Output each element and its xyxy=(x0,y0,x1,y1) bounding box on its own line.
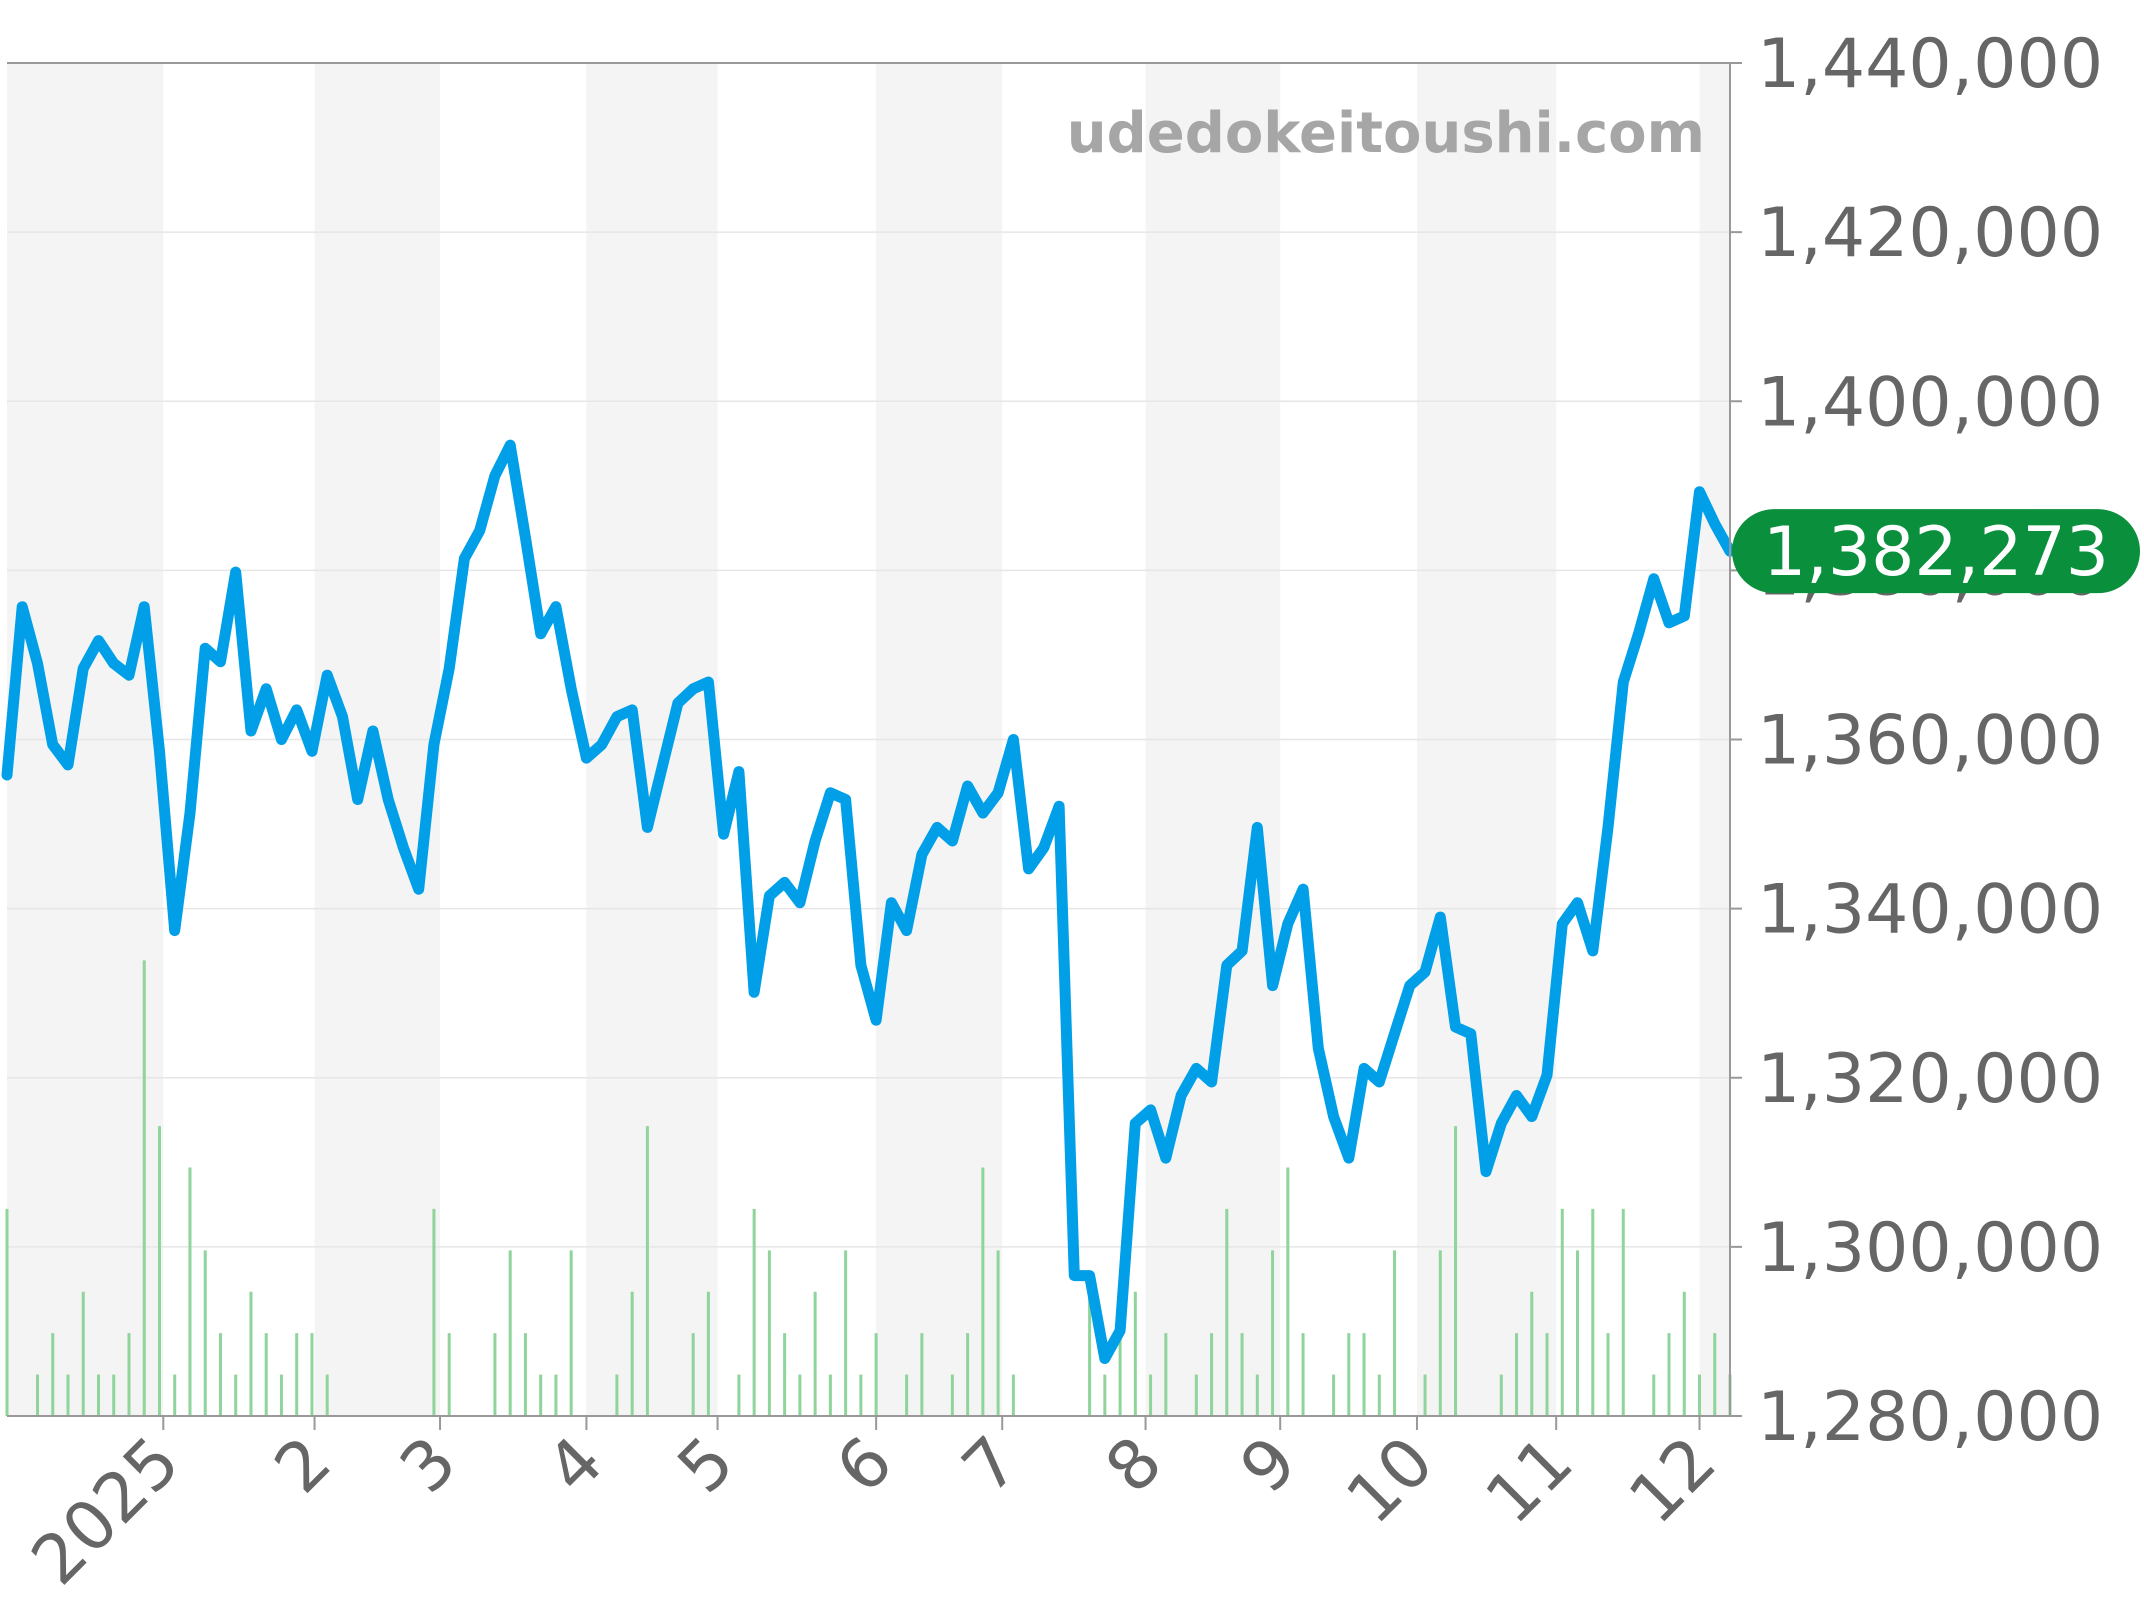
y-tick-label: 1,440,000 xyxy=(1757,25,2103,104)
x-tick-label: 10 xyxy=(1332,1422,1449,1539)
volume-bars xyxy=(5,960,1732,1416)
axes: 1,280,000 1,300,000 1,320,000 1,340,000 1,36… xyxy=(7,25,2140,1600)
y-tick-label: 1,360,000 xyxy=(1757,702,2103,781)
y-tick-label: 1,280,000 xyxy=(1757,1378,2103,1457)
y-tick-label: 1,300,000 xyxy=(1757,1209,2103,1288)
last-value-badge xyxy=(1732,509,2140,594)
x-tick-label: 9 xyxy=(1226,1422,1312,1508)
price-line xyxy=(1,439,1736,1364)
x-tick-label: 5 xyxy=(663,1422,749,1508)
x-tick-label: 4 xyxy=(532,1422,618,1508)
x-tick-label: 6 xyxy=(822,1422,908,1508)
x-tick-label: 7 xyxy=(948,1422,1034,1508)
x-tick-label: 2025 xyxy=(17,1422,195,1600)
x-tick-label: 11 xyxy=(1471,1422,1588,1539)
x-tick-label: 3 xyxy=(386,1422,472,1508)
x-tick-label: 2 xyxy=(260,1422,346,1508)
x-tick-label: 12 xyxy=(1614,1422,1731,1539)
last-value-label: 1,382,273 xyxy=(1763,513,2109,592)
y-tick-label: 1,340,000 xyxy=(1757,871,2103,950)
x-tick-label: 8 xyxy=(1091,1422,1177,1508)
watermark: udedokeitoushi.com xyxy=(1067,101,1705,166)
y-tick-label: 1,400,000 xyxy=(1757,363,2103,442)
y-tick-label: 1,320,000 xyxy=(1757,1040,2103,1119)
price-line xyxy=(1,439,1736,1364)
y-tick-label: 1,420,000 xyxy=(1757,194,2103,273)
